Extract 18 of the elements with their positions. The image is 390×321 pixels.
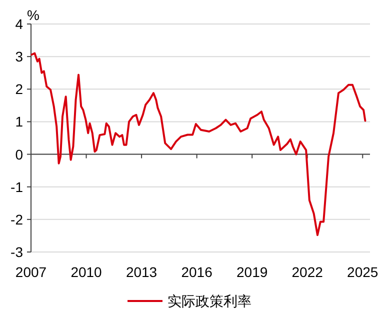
y-tick-label: 1 [15,114,24,130]
x-tick-label: 2013 [126,264,158,280]
x-tick-label: 2016 [181,264,213,280]
x-tick-label: 2019 [236,264,268,280]
y-tick-label: 3 [15,48,24,65]
y-tick-label: -1 [10,178,24,195]
x-tick-label: 2025 [347,264,378,280]
x-tick-label: 2010 [70,264,102,280]
x-tick-label: 2007 [15,264,47,280]
y-tick-label: 4 [15,16,24,32]
x-tick-label: 2022 [292,264,324,280]
y-tick-label: 2 [15,81,24,98]
y-tick-label: -2 [10,211,24,228]
legend-label: 实际政策利率 [168,293,252,309]
y-axis-title: % [27,7,40,23]
line-series [30,52,366,236]
y-tick-label: 0 [15,146,24,162]
y-tick-label: -3 [10,244,24,260]
